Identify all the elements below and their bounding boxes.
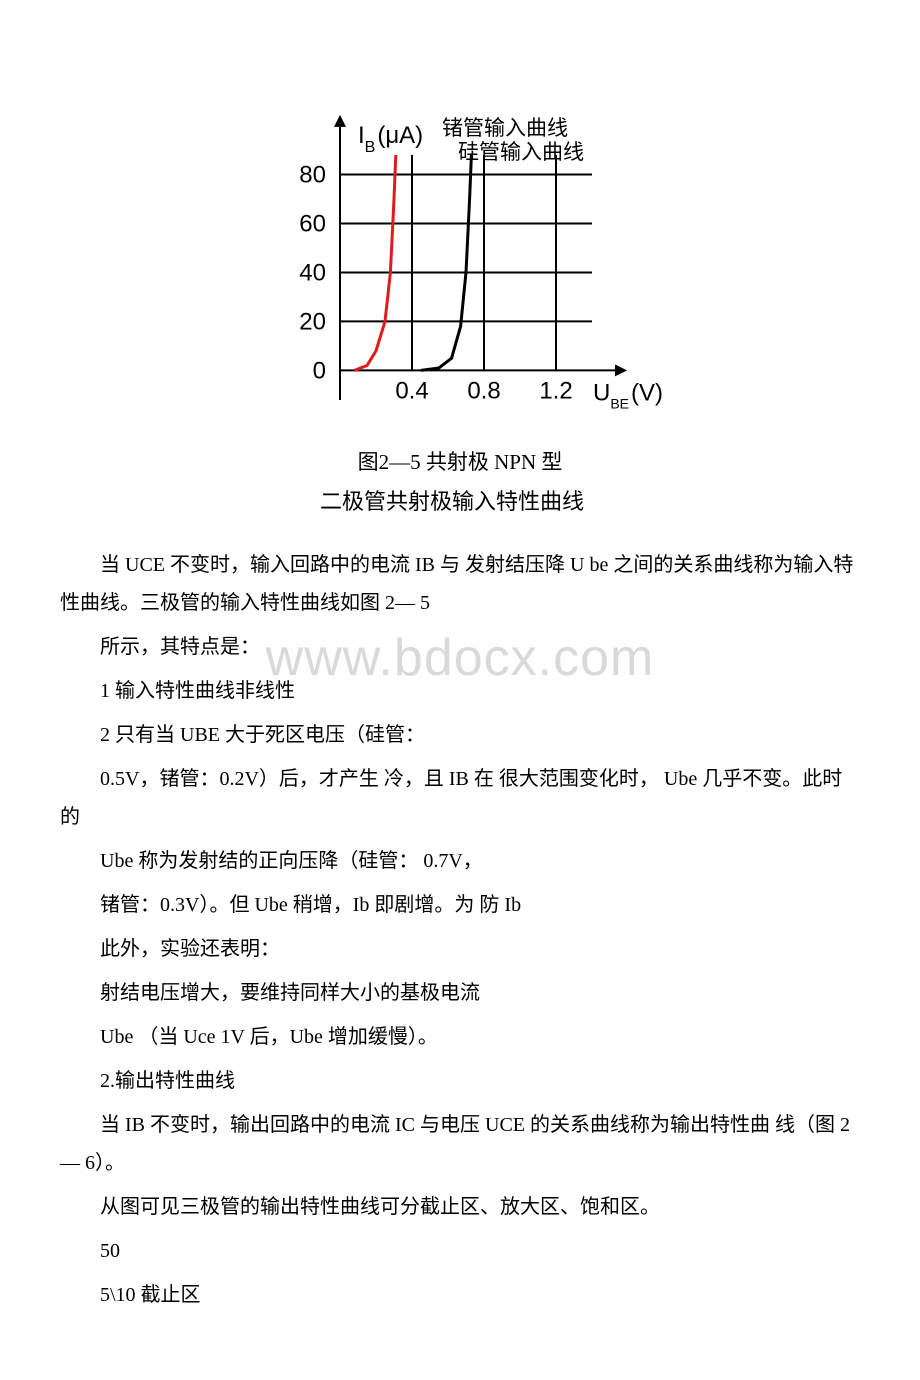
figure-number: 图2—5 共射极 NPN 型 bbox=[230, 446, 690, 476]
svg-text:0.4: 0.4 bbox=[395, 377, 428, 404]
body-text: 当 UCE 不变时，输入回路中的电流 IB 与 发射结压降 U be 之间的关系… bbox=[60, 546, 860, 1314]
svg-text:锗管输入曲线: 锗管输入曲线 bbox=[442, 116, 568, 140]
paragraph: 锗管：0.3V）。但 Ube 稍增，Ib 即剧增。为 防 Ib bbox=[60, 886, 860, 924]
svg-text:0.8: 0.8 bbox=[467, 377, 500, 404]
input-characteristic-chart: 0 20 40 60 80 0.4 0.8 1.2 IB(μA) UBE(V) 锗管输入曲线硅管输入… bbox=[230, 80, 690, 516]
svg-text:1.2: 1.2 bbox=[539, 377, 572, 404]
svg-text:40: 40 bbox=[299, 259, 326, 286]
paragraph: 射结电压增大，要维持同样大小的基极电流 bbox=[60, 974, 860, 1012]
paragraph: 5\10 截止区 bbox=[60, 1276, 860, 1314]
paragraph: 2.输出特性曲线 bbox=[60, 1062, 860, 1100]
svg-text:80: 80 bbox=[299, 161, 326, 188]
svg-text:硅管输入曲线: 硅管输入曲线 bbox=[458, 140, 584, 164]
paragraph: 2 只有当 UBE 大于死区电压（硅管： bbox=[60, 716, 860, 754]
paragraph: 1 输入特性曲线非线性 bbox=[60, 672, 860, 710]
svg-text:60: 60 bbox=[299, 210, 326, 237]
paragraph: 从图可见三极管的输出特性曲线可分截止区、放大区、饱和区。 bbox=[60, 1188, 860, 1226]
paragraph: 50 bbox=[60, 1232, 860, 1270]
chart-svg: 0 20 40 60 80 0.4 0.8 1.2 IB(μA) UBE(V) 锗管输入曲线硅管输入… bbox=[250, 80, 670, 440]
svg-text:20: 20 bbox=[299, 308, 326, 335]
paragraph: Ube （当 Uce 1V 后，Ube 增加缓慢）。 bbox=[60, 1018, 860, 1056]
figure-caption: 二极管共射极输入特性曲线 bbox=[230, 484, 690, 516]
svg-text:0: 0 bbox=[313, 357, 326, 384]
paragraph: 0.5V，锗管：0.2V）后，才产生 冷，且 IB 在 很大范围变化时， Ube… bbox=[60, 760, 860, 836]
svg-text:UBE(V): UBE(V) bbox=[593, 379, 663, 411]
paragraph: 所示，其特点是： bbox=[60, 628, 860, 666]
paragraph: 当 IB 不变时，输出回路中的电流 IC 与电压 UCE 的关系曲线称为输出特性… bbox=[60, 1106, 860, 1182]
svg-text:IB(μA): IB(μA) bbox=[358, 122, 423, 156]
paragraph: 此外，实验还表明： bbox=[60, 930, 860, 968]
paragraph: Ube 称为发射结的正向压降（硅管： 0.7V， bbox=[60, 842, 860, 880]
paragraph: 当 UCE 不变时，输入回路中的电流 IB 与 发射结压降 U be 之间的关系… bbox=[60, 546, 860, 622]
